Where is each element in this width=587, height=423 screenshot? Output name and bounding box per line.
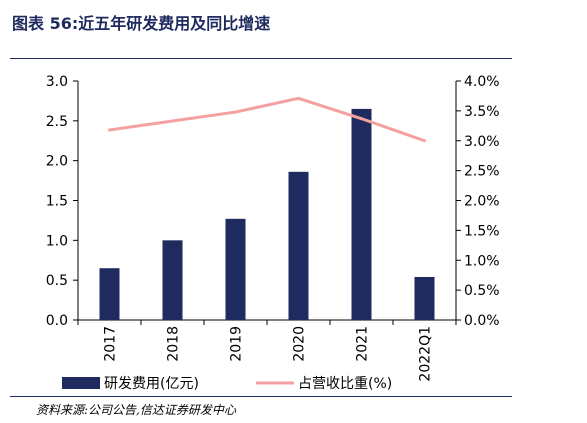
line-path: [109, 96, 425, 143]
right-tick-label: 3.5%: [464, 104, 500, 120]
bar: [351, 108, 372, 320]
chart-axes: 0.0 0.5 1.0 1.5 2.0 2.5 3.0 0.0% 0.5% 1.0% 1.5% 2.0…: [46, 74, 500, 382]
legend-label-line: 占营收比重(%): [298, 376, 392, 392]
title-divider: [10, 58, 512, 59]
source-note: 资料来源:公司公告,信达证券研发中心: [36, 403, 236, 417]
legend-swatch-bar: [62, 377, 100, 389]
line-point: [297, 96, 300, 100]
bar: [99, 268, 120, 320]
right-tick-label: 2.0%: [464, 194, 500, 210]
left-tick-label: 2.5: [46, 114, 68, 130]
line-series: [108, 96, 426, 143]
x-tick-label: 2017: [103, 326, 119, 362]
chart-legend: 研发费用(亿元) 占营收比重(%): [62, 376, 392, 392]
footer-divider: [10, 396, 512, 397]
x-tick-label: 2020: [292, 326, 308, 362]
left-tick-label: 2.0: [46, 154, 68, 170]
bar: [288, 171, 309, 320]
right-tick-label: 2.5%: [464, 164, 500, 180]
left-tick-label: 0.5: [46, 273, 68, 289]
x-tick-label: 2022Q1: [418, 326, 434, 382]
right-tick-label: 0.0%: [464, 313, 500, 329]
left-tick-label: 1.0: [46, 233, 68, 249]
chart-title: 图表 56:近五年研发费用及同比增速: [12, 14, 271, 33]
left-tick-label: 3.0: [46, 74, 68, 90]
x-tick-label: 2021: [355, 326, 371, 362]
line-point: [108, 128, 111, 132]
x-tick-label: 2019: [229, 326, 245, 362]
left-tick-label: 1.5: [46, 194, 68, 210]
right-tick-label: 4.0%: [464, 74, 500, 90]
right-tick-label: 1.0%: [464, 253, 500, 269]
line-point: [234, 110, 237, 114]
line-point: [360, 117, 363, 121]
bar-series: [99, 108, 435, 320]
line-point: [171, 119, 174, 123]
right-tick-label: 1.5%: [464, 223, 500, 239]
right-tick-label: 3.0%: [464, 134, 500, 150]
x-tick-label: 2018: [166, 326, 182, 362]
bar: [162, 240, 183, 320]
legend-label-bar: 研发费用(亿元): [104, 376, 199, 392]
right-tick-label: 0.5%: [464, 283, 500, 299]
line-point: [423, 139, 426, 143]
bar: [225, 218, 246, 320]
bar: [414, 276, 435, 320]
left-tick-label: 0.0: [46, 313, 68, 329]
